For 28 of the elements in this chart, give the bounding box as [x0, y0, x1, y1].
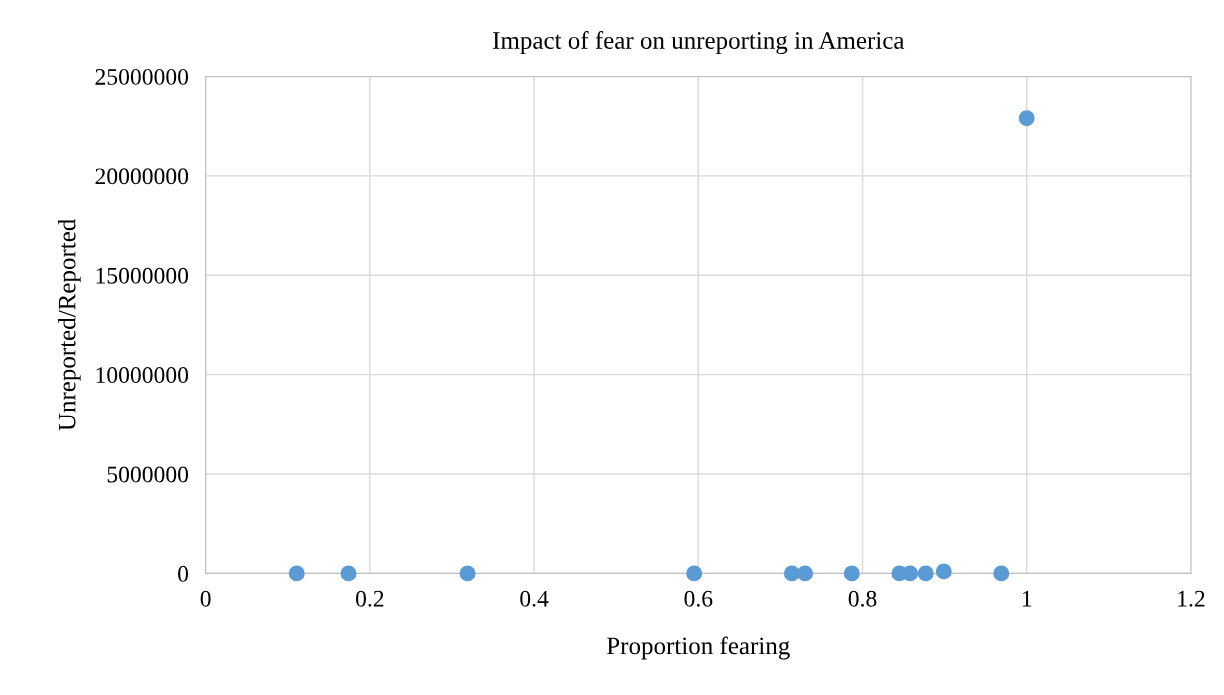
- point: [843, 565, 860, 582]
- x-tick-label: 0.6: [684, 590, 713, 607]
- y-tick-label: 5000000: [107, 466, 189, 483]
- x-tick-label: 0: [200, 590, 211, 607]
- point: [1018, 110, 1035, 127]
- x-tick-label: 0.8: [848, 590, 877, 607]
- x-tick-label: 1: [1022, 590, 1032, 607]
- x-axis-title: Proportion fearing: [607, 636, 790, 660]
- point: [288, 565, 305, 582]
- point: [797, 565, 814, 582]
- y-tick-label: 10000000: [96, 367, 189, 384]
- y-tick-label: 15000000: [96, 267, 189, 284]
- y-tick-label: 0: [178, 565, 189, 582]
- point: [902, 565, 919, 582]
- x-tick-label: 0.2: [356, 590, 384, 607]
- point: [686, 565, 703, 582]
- point: [340, 565, 357, 582]
- x-tick-label: 0.4: [520, 590, 549, 607]
- y-tick-label: 20000000: [95, 168, 189, 185]
- y-tick-label: 25000000: [95, 68, 189, 85]
- point: [935, 563, 952, 580]
- chart-title: Impact of fear on unreporting in America: [493, 31, 905, 55]
- point: [993, 565, 1010, 582]
- point: [917, 565, 934, 582]
- y-axis-title: Unreported/Reported: [57, 219, 81, 431]
- point: [783, 565, 800, 582]
- x-tick-label: 1.2: [1178, 590, 1205, 607]
- point: [459, 565, 476, 582]
